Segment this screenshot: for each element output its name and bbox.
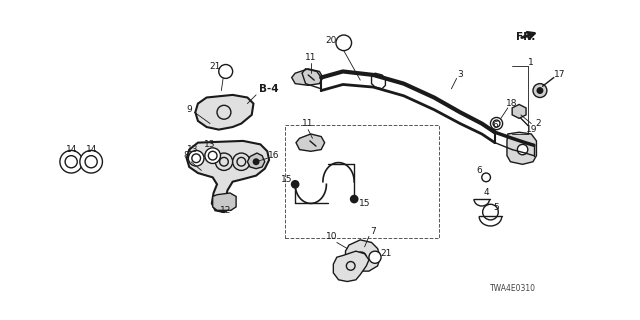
Polygon shape <box>512 104 526 118</box>
Text: 15: 15 <box>281 175 292 184</box>
Circle shape <box>339 38 348 47</box>
Text: 21: 21 <box>381 249 392 258</box>
Text: 13: 13 <box>204 140 216 149</box>
Circle shape <box>291 180 300 189</box>
Circle shape <box>350 195 358 204</box>
Circle shape <box>219 65 233 78</box>
Circle shape <box>253 158 260 165</box>
Polygon shape <box>507 132 536 164</box>
Polygon shape <box>212 193 236 210</box>
Text: TWA4E0310: TWA4E0310 <box>490 284 536 293</box>
Polygon shape <box>333 251 369 282</box>
Text: 8: 8 <box>184 151 189 160</box>
Text: FR.: FR. <box>516 32 536 42</box>
Circle shape <box>205 148 221 164</box>
Text: 11: 11 <box>305 53 317 62</box>
Text: 21: 21 <box>209 62 221 71</box>
Text: 14: 14 <box>86 145 97 154</box>
Circle shape <box>517 144 528 155</box>
Text: 10: 10 <box>326 232 337 241</box>
Circle shape <box>482 173 490 182</box>
Circle shape <box>65 156 77 168</box>
Text: 5: 5 <box>493 203 499 212</box>
Circle shape <box>217 105 231 119</box>
Bar <box>285 125 439 238</box>
Circle shape <box>536 87 543 94</box>
Circle shape <box>188 150 204 166</box>
Polygon shape <box>195 95 253 130</box>
Polygon shape <box>292 69 323 85</box>
Circle shape <box>493 120 500 127</box>
Text: 6: 6 <box>476 166 482 175</box>
Polygon shape <box>248 153 265 169</box>
Text: 15: 15 <box>359 199 371 208</box>
Circle shape <box>85 156 97 168</box>
Polygon shape <box>346 240 380 271</box>
Text: 11: 11 <box>301 119 313 128</box>
Circle shape <box>490 117 502 130</box>
Circle shape <box>346 261 355 270</box>
Circle shape <box>356 252 366 262</box>
Text: 19: 19 <box>526 125 538 134</box>
Circle shape <box>336 35 351 51</box>
Text: 7: 7 <box>371 227 376 236</box>
Circle shape <box>533 84 547 98</box>
Circle shape <box>222 68 229 75</box>
Circle shape <box>233 153 250 171</box>
Text: 1: 1 <box>529 58 534 67</box>
Circle shape <box>192 154 200 163</box>
Circle shape <box>483 204 499 220</box>
Text: 18: 18 <box>506 99 518 108</box>
Circle shape <box>486 208 495 216</box>
Circle shape <box>80 150 102 173</box>
Text: 20: 20 <box>325 36 337 45</box>
Circle shape <box>372 254 378 261</box>
Text: 4: 4 <box>483 188 489 197</box>
Circle shape <box>215 153 233 171</box>
Circle shape <box>60 150 83 173</box>
Text: 16: 16 <box>268 151 279 160</box>
Text: 9: 9 <box>186 105 192 114</box>
Circle shape <box>237 157 246 166</box>
Text: 17: 17 <box>554 70 566 79</box>
Text: 2: 2 <box>536 119 541 128</box>
Text: B-4: B-4 <box>259 84 279 94</box>
Circle shape <box>220 157 228 166</box>
Text: 3: 3 <box>457 70 463 79</box>
Polygon shape <box>187 141 269 212</box>
Text: 6: 6 <box>492 121 498 130</box>
Text: 12: 12 <box>220 206 232 215</box>
Polygon shape <box>296 134 324 151</box>
Circle shape <box>369 251 381 263</box>
Text: 13: 13 <box>187 145 198 154</box>
Text: 14: 14 <box>65 145 77 154</box>
Circle shape <box>209 151 217 160</box>
